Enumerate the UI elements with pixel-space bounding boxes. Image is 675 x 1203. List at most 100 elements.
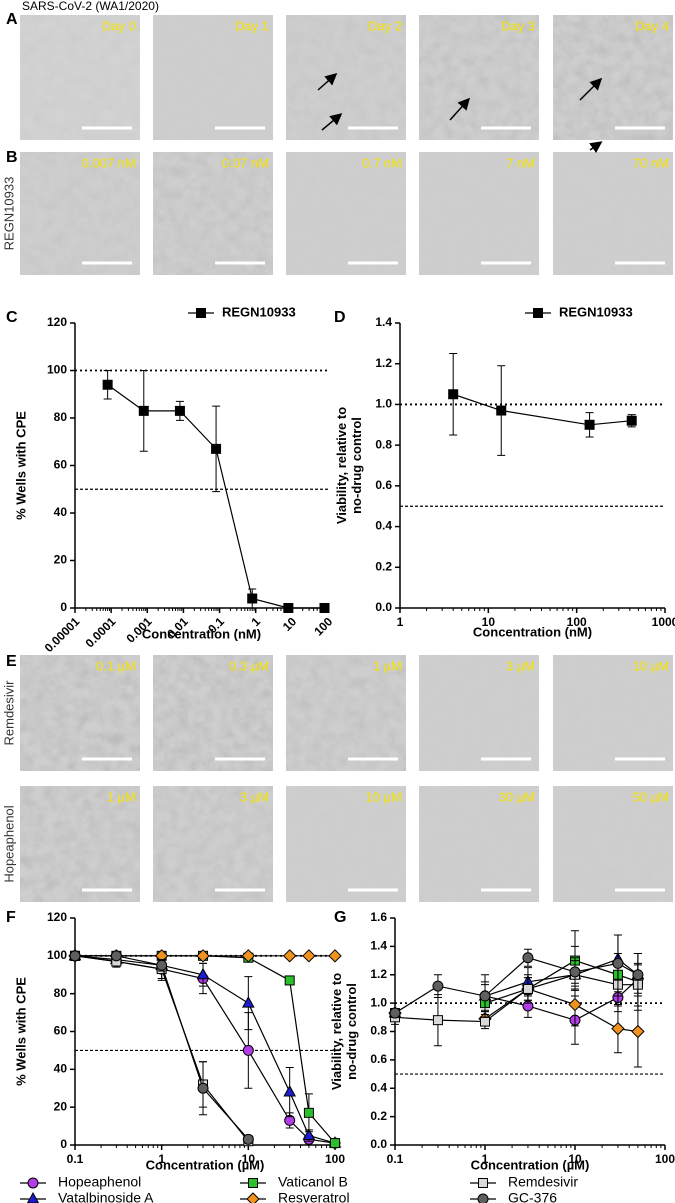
marker <box>242 1044 254 1056</box>
y-tick-label: 120 <box>47 910 67 924</box>
x-tick-label: 0.1 <box>387 1152 404 1166</box>
micrograph <box>286 152 406 275</box>
figure-title: SARS-CoV-2 (WA1/2020) <box>22 0 159 13</box>
legend-label: REGN10933 <box>222 304 296 319</box>
micrograph <box>553 15 673 140</box>
marker <box>241 996 255 1008</box>
marker <box>611 1021 625 1036</box>
marker <box>26 1191 40 1203</box>
micrograph <box>553 655 673 771</box>
marker <box>303 1107 314 1118</box>
micrograph <box>20 786 140 902</box>
legend-label: Vaticanol B <box>278 1174 348 1190</box>
x-tick-label: 100 <box>311 614 335 638</box>
legend-label: Vatalbinoside A <box>58 1190 154 1203</box>
marker <box>283 603 294 613</box>
x-axis-label: Concentration (µM) <box>471 1157 590 1172</box>
micrograph-label: 50 µM <box>633 789 669 804</box>
y-tick-label: 1.6 <box>370 910 387 924</box>
y-tick-label: 0.4 <box>375 519 392 533</box>
x-tick-label: 10 <box>568 1152 582 1166</box>
y-tick-label: 1.0 <box>375 397 392 411</box>
y-tick-label: 40 <box>54 505 68 519</box>
marker <box>522 952 534 964</box>
marker <box>328 949 342 963</box>
marker <box>319 603 330 613</box>
micrograph <box>419 655 539 771</box>
y-axis-label: % Wells with CPE <box>13 411 28 520</box>
x-tick-label: 1 <box>397 615 404 629</box>
micrograph-label: 1 µM <box>107 789 136 804</box>
marker <box>138 405 149 416</box>
x-tick-label: 0.0001 <box>83 614 119 650</box>
micrograph <box>153 15 273 140</box>
marker <box>302 949 316 963</box>
micrograph-label: Day 2 <box>368 18 402 33</box>
micrograph <box>20 655 140 771</box>
marker <box>584 419 595 430</box>
micrograph <box>419 152 539 275</box>
y-tick-label: 40 <box>54 1062 68 1076</box>
panel-label: G <box>334 909 346 926</box>
y-tick-label: 60 <box>54 1024 68 1038</box>
marker <box>102 379 113 390</box>
micrograph-label: 10 µM <box>366 789 402 804</box>
panel-label: F <box>6 909 16 926</box>
micrograph-label: 0.07 nM <box>222 155 269 170</box>
panel-label: A <box>6 11 18 28</box>
marker <box>211 443 222 454</box>
y-tick-label: 0.2 <box>370 1109 387 1123</box>
series-line <box>452 393 632 426</box>
marker <box>496 405 507 416</box>
y-axis-label: no-drug control <box>349 417 364 514</box>
x-tick-label: 100 <box>655 1152 675 1166</box>
micrograph-label: Day 3 <box>501 18 535 33</box>
marker <box>479 990 491 1002</box>
marker <box>196 967 210 980</box>
x-tick-label: 1 <box>482 1152 489 1166</box>
x-tick-label: 100 <box>567 615 587 629</box>
micrograph-label: 10 µM <box>633 658 669 673</box>
y-tick-label: 80 <box>54 410 68 424</box>
marker <box>284 975 295 986</box>
panel-label: E <box>6 653 17 670</box>
micrograph-label: Day 1 <box>235 18 269 33</box>
arrow <box>449 97 471 121</box>
series-line <box>394 974 638 1023</box>
micrograph <box>153 152 273 275</box>
marker <box>248 1178 258 1188</box>
micrograph-label: 7 nM <box>506 155 535 170</box>
micrograph-label: 0.007 nM <box>82 155 136 170</box>
y-tick-label: 1.0 <box>370 995 387 1009</box>
marker <box>626 415 637 426</box>
marker <box>569 966 581 978</box>
panel-label: C <box>6 309 18 326</box>
y-tick-label: 120 <box>47 315 67 329</box>
x-tick-label: 0.1 <box>67 1152 84 1166</box>
marker <box>242 1133 254 1145</box>
legend-label: GC-376 <box>508 1190 557 1203</box>
row-label: Remdesivir <box>1 680 16 746</box>
x-tick-label: 10 <box>280 614 300 634</box>
y-axis-label: % Wells with CPE <box>13 977 28 1086</box>
panel-label: B <box>6 149 18 166</box>
y-axis-label: Viability, relative to <box>334 407 349 524</box>
micrograph <box>286 15 406 140</box>
x-tick-label: 10 <box>482 615 496 629</box>
y-tick-label: 100 <box>47 363 67 377</box>
micrograph-label: Day 4 <box>635 18 669 33</box>
series-line <box>74 955 336 1144</box>
micrograph-label: Day 0 <box>102 18 136 33</box>
arrow <box>321 113 343 131</box>
marker <box>478 1178 488 1188</box>
marker <box>69 950 81 962</box>
row-label: REGN10933 <box>1 177 16 251</box>
row-label: Hopeaphenol <box>1 805 16 882</box>
y-tick-label: 0.0 <box>370 1137 387 1151</box>
marker <box>282 949 297 963</box>
y-tick-label: 80 <box>54 986 68 1000</box>
y-tick-label: 0.6 <box>375 478 392 492</box>
series-line <box>75 955 249 1140</box>
legend-label: Resveratrol <box>278 1190 350 1203</box>
marker <box>302 1128 316 1141</box>
